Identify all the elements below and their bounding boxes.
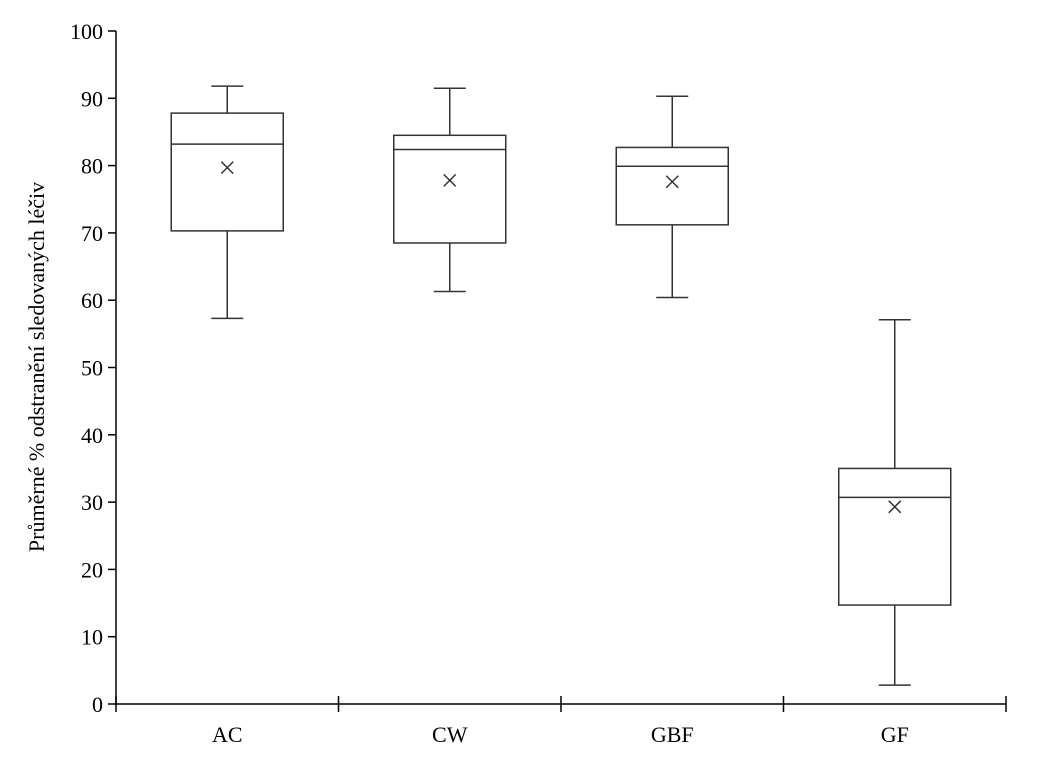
y-tick-label: 60 [81, 288, 103, 313]
iqr-box [838, 467, 952, 606]
box-gbf [615, 95, 729, 299]
y-tick-label: 70 [81, 221, 103, 246]
mean-marker-stroke [665, 175, 679, 189]
y-tick-label: 80 [81, 154, 103, 179]
x-category-label: AC [212, 722, 243, 747]
mean-marker [443, 173, 457, 187]
y-tick-label: 50 [81, 356, 103, 381]
box-ac [170, 85, 284, 320]
axes: 0 10 20 30 40 50 60 70 80 90 100 AC CW GBF GF [70, 19, 1007, 747]
y-tick-label: 10 [81, 625, 103, 650]
mean-marker [888, 500, 902, 514]
mean-marker-stroke [888, 500, 902, 514]
y-tick-label: 20 [81, 557, 103, 582]
mean-marker [665, 175, 679, 189]
iqr-box [170, 112, 284, 232]
y-tick-label: 40 [81, 423, 103, 448]
y-tick-label: 0 [92, 692, 103, 717]
box-cw [393, 87, 507, 293]
x-category-label: GBF [651, 722, 694, 747]
mean-marker-stroke [220, 161, 234, 175]
y-tick-label: 30 [81, 490, 103, 515]
mean-marker [220, 161, 234, 175]
y-axis-title: Průměrné % odstranění sledovaných léčiv [24, 182, 49, 552]
iqr-box [393, 134, 507, 244]
x-category-label: CW [432, 722, 468, 747]
y-tick-label: 90 [81, 86, 103, 111]
mean-marker-stroke [443, 173, 457, 187]
box-series [170, 85, 952, 686]
box-gf [838, 318, 952, 686]
y-tick-label: 100 [70, 19, 103, 44]
x-category-label: GF [881, 722, 909, 747]
iqr-box [615, 146, 729, 226]
